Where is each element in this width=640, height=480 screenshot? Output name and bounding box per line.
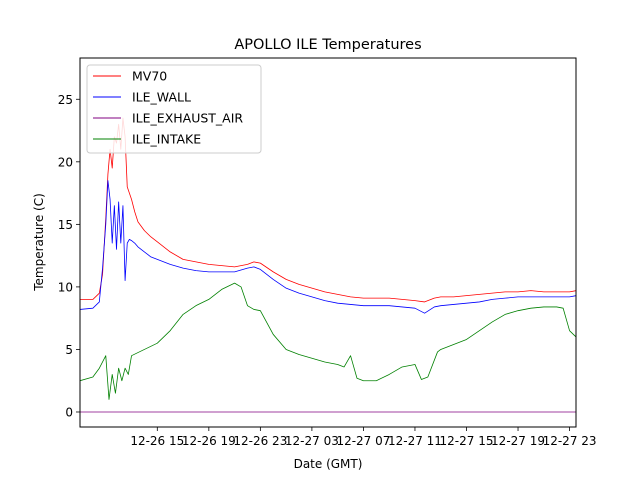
legend-label-ile-exhaust-air: ILE_EXHAUST_AIR	[132, 111, 243, 126]
y-tick-label: 20	[58, 155, 73, 169]
x-tick-label: 12-27 19	[491, 434, 545, 448]
legend-label-ile-intake: ILE_INTAKE	[132, 132, 201, 147]
x-tick-label: 12-27 23	[543, 434, 597, 448]
x-tick-label: 12-26 23	[233, 434, 287, 448]
y-tick-label: 15	[58, 218, 73, 232]
legend-box	[86, 64, 262, 154]
series-line-ile-intake	[80, 282, 576, 400]
legend-label-ile-wall: ILE_WALL	[132, 90, 191, 105]
y-tick-label: 5	[65, 343, 73, 357]
x-axis-title: Date (GMT)	[294, 457, 363, 471]
y-tick-label: 0	[65, 405, 73, 419]
series-line-ile-wall	[80, 180, 576, 314]
x-tick-label: 12-27 07	[336, 434, 390, 448]
x-tick-label: 12-26 19	[182, 434, 236, 448]
y-tick-label: 10	[58, 280, 73, 294]
legend-label-mv70: MV70	[132, 69, 167, 84]
legend: MV70 ILE_WALL ILE_EXHAUST_AIR ILE_INTAKE	[86, 64, 262, 154]
y-axis: 0 5 10 15 20 25	[58, 93, 80, 419]
x-tick-label: 12-26 15	[130, 434, 184, 448]
y-tick-label: 25	[58, 93, 73, 107]
chart-title: APOLLO ILE Temperatures	[234, 37, 421, 53]
x-tick-label: 12-27 03	[285, 434, 339, 448]
x-tick-label: 12-27 11	[388, 434, 442, 448]
y-axis-title: Temperature (C)	[32, 193, 46, 292]
x-tick-label: 12-27 15	[440, 434, 494, 448]
plot-frame	[79, 57, 577, 428]
